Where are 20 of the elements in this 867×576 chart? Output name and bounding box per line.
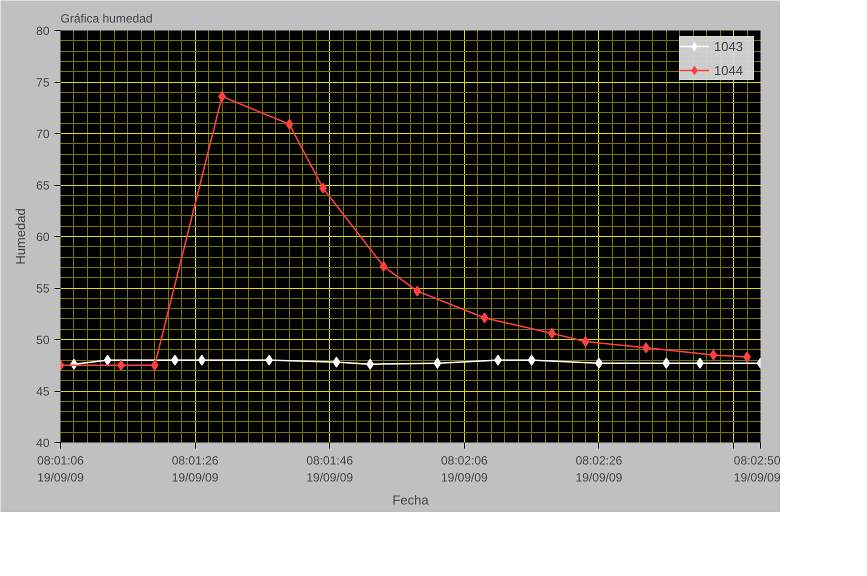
y-tick-label: 60 [36, 230, 50, 244]
y-tick-label: 45 [36, 384, 50, 398]
x-tick-label: 08:02:50 19/09/09 [734, 454, 781, 484]
x-tick-label: 08:02:06 19/09/09 [440, 454, 488, 484]
legend-label: 1043 [714, 38, 744, 54]
chart-title: Gráfica humedad [60, 12, 153, 26]
x-tick-label: 08:01:06 19/09/09 [37, 454, 84, 484]
y-tick-label: 80 [36, 24, 50, 38]
x-tick-label: 08:02:26 19/09/09 [576, 454, 623, 484]
y-tick-label: 65 [36, 178, 50, 192]
legend-label: 1044 [714, 62, 744, 78]
y-tick-label: 55 [36, 282, 50, 296]
x-axis-title: Fecha [392, 492, 430, 508]
x-tick-label: 08:01:46 19/09/09 [306, 454, 354, 484]
y-tick-label: 75 [36, 76, 50, 90]
y-axis-title: Humedad [13, 208, 28, 265]
y-tick-label: 50 [36, 333, 50, 347]
y-tick-label: 40 [36, 436, 50, 450]
y-tick-label: 70 [36, 127, 50, 141]
x-tick-label: 08:01:26 19/09/09 [172, 454, 219, 484]
